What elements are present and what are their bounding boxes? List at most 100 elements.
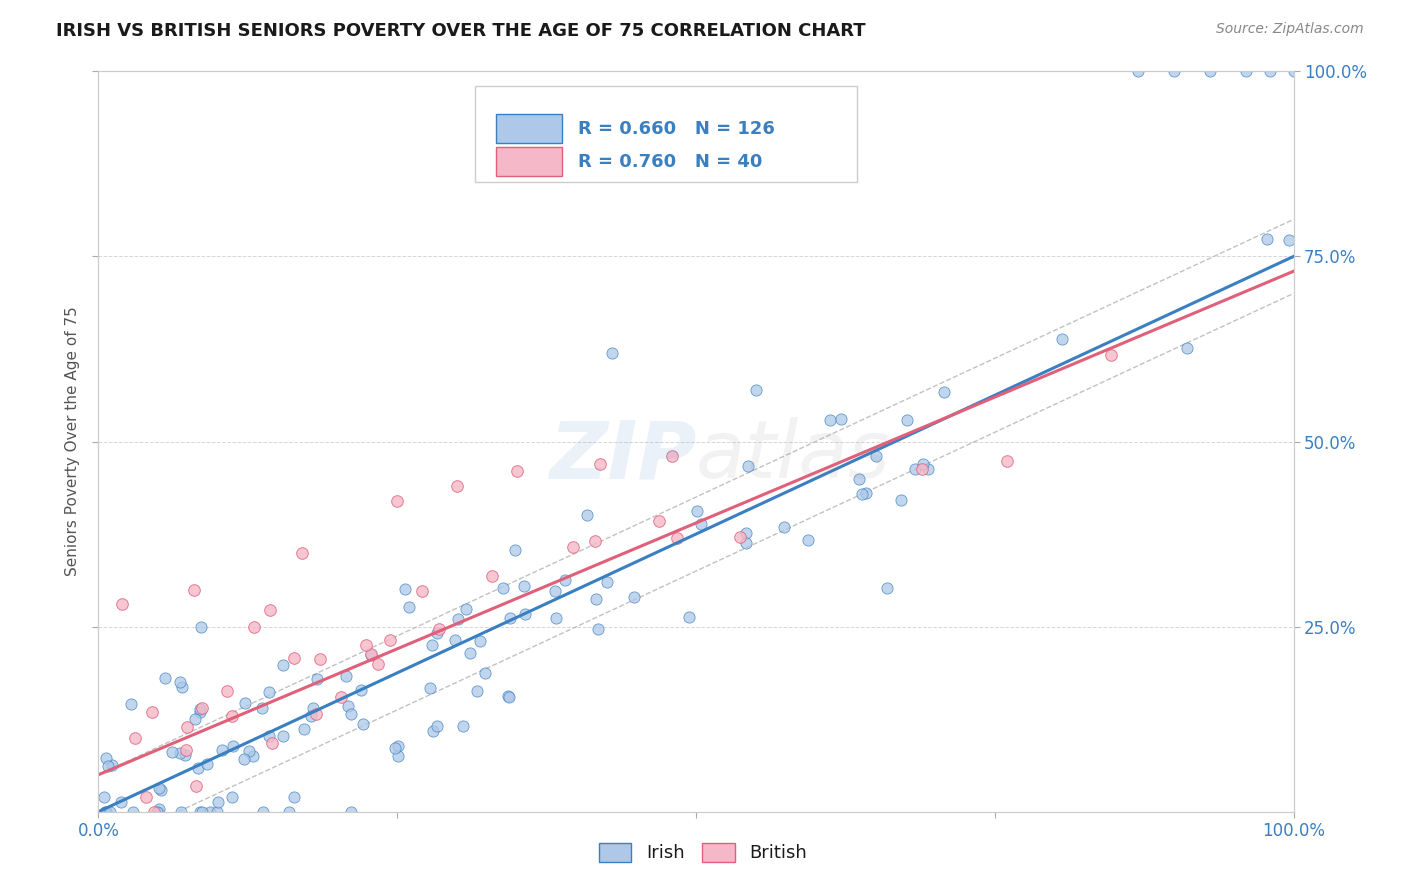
- Point: [498, 690, 520, 705]
- Point: [648, 514, 671, 528]
- Point: [544, 584, 567, 599]
- Point: [273, 658, 295, 673]
- Point: [170, 805, 193, 819]
- Point: [195, 756, 218, 771]
- Point: [259, 685, 281, 699]
- Legend: Irish, British: Irish, British: [592, 836, 814, 870]
- Point: [188, 701, 211, 715]
- Point: [665, 531, 688, 545]
- Point: [602, 345, 624, 359]
- Text: atlas: atlas: [696, 417, 891, 495]
- Point: [221, 708, 243, 723]
- Point: [305, 706, 328, 721]
- Point: [830, 412, 852, 426]
- Point: [153, 671, 176, 685]
- Point: [932, 384, 955, 399]
- Point: [174, 747, 197, 762]
- Point: [468, 634, 491, 648]
- Point: [585, 591, 607, 606]
- Point: [589, 457, 612, 471]
- Point: [340, 706, 363, 721]
- Point: [481, 568, 503, 582]
- Point: [686, 504, 709, 518]
- Point: [561, 541, 583, 555]
- Text: R = 0.660   N = 126: R = 0.660 N = 126: [578, 120, 775, 138]
- Point: [1099, 347, 1122, 361]
- Point: [184, 779, 207, 793]
- Point: [149, 782, 172, 797]
- FancyBboxPatch shape: [496, 147, 562, 177]
- Point: [1258, 64, 1281, 78]
- Point: [735, 535, 758, 549]
- Point: [458, 646, 481, 660]
- Point: [661, 450, 683, 464]
- Point: [221, 739, 243, 753]
- Point: [217, 683, 239, 698]
- Point: [207, 795, 229, 809]
- Point: [191, 701, 214, 715]
- Point: [995, 454, 1018, 468]
- Point: [398, 599, 420, 614]
- Point: [273, 729, 295, 743]
- Point: [865, 449, 887, 463]
- Point: [135, 789, 157, 804]
- Point: [1175, 341, 1198, 355]
- Point: [513, 579, 536, 593]
- Point: [120, 697, 142, 711]
- Point: [169, 746, 191, 760]
- Point: [176, 720, 198, 734]
- Point: [183, 582, 205, 597]
- Point: [499, 611, 522, 625]
- Point: [350, 683, 373, 698]
- Text: ZIP: ZIP: [548, 417, 696, 495]
- Point: [546, 611, 568, 625]
- Point: [360, 647, 382, 661]
- Point: [367, 657, 389, 671]
- Point: [851, 487, 873, 501]
- Point: [97, 759, 120, 773]
- Point: [427, 622, 450, 636]
- Point: [876, 582, 898, 596]
- Point: [205, 805, 228, 819]
- Point: [221, 789, 243, 804]
- Point: [474, 665, 496, 680]
- Point: [198, 805, 221, 819]
- Point: [146, 805, 169, 819]
- Point: [352, 717, 374, 731]
- Point: [291, 546, 314, 560]
- Point: [252, 805, 274, 819]
- Point: [211, 743, 233, 757]
- FancyBboxPatch shape: [496, 113, 562, 144]
- Point: [283, 789, 305, 804]
- Point: [454, 601, 477, 615]
- Point: [190, 805, 212, 819]
- Point: [465, 684, 488, 698]
- Point: [394, 582, 416, 597]
- Point: [411, 583, 433, 598]
- Point: [911, 462, 934, 476]
- Point: [329, 690, 352, 705]
- Point: [243, 619, 266, 633]
- Point: [848, 472, 870, 486]
- Point: [110, 795, 132, 809]
- Point: [554, 573, 576, 587]
- Point: [340, 805, 363, 819]
- Point: [232, 752, 254, 766]
- Point: [187, 761, 209, 775]
- Point: [94, 805, 117, 819]
- Point: [1163, 64, 1185, 78]
- Point: [96, 750, 118, 764]
- Point: [447, 612, 470, 626]
- Point: [94, 805, 117, 819]
- Point: [422, 723, 444, 738]
- Point: [356, 639, 378, 653]
- Point: [98, 805, 121, 819]
- Point: [492, 582, 515, 596]
- Point: [235, 696, 257, 710]
- Point: [141, 706, 163, 720]
- Text: Source: ZipAtlas.com: Source: ZipAtlas.com: [1216, 22, 1364, 37]
- Point: [623, 591, 645, 605]
- Point: [176, 743, 198, 757]
- Point: [1278, 234, 1301, 248]
- Point: [142, 805, 165, 819]
